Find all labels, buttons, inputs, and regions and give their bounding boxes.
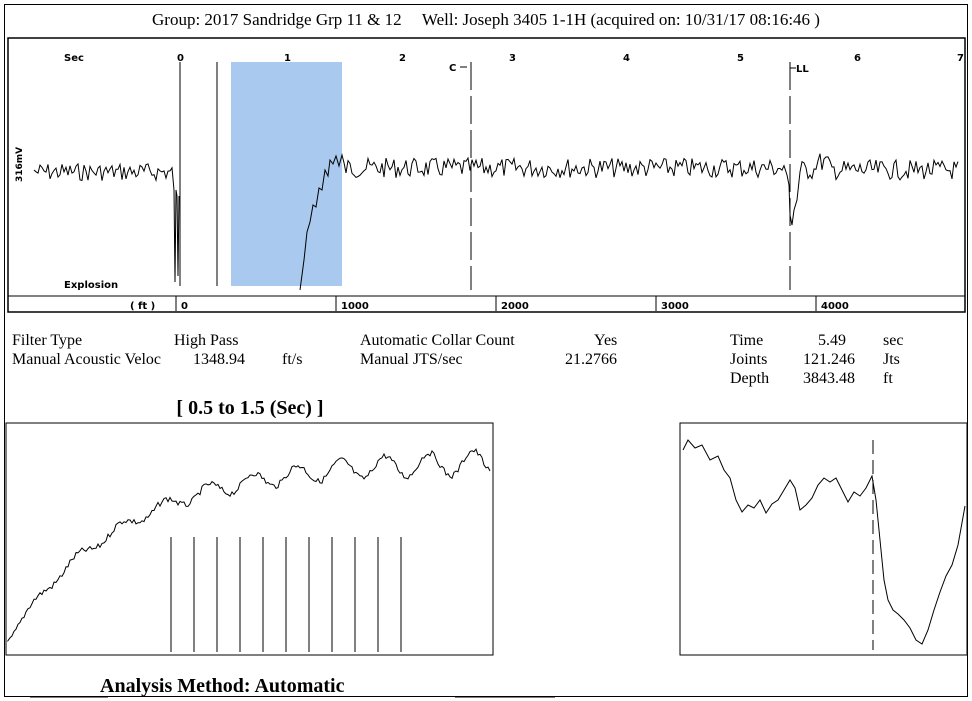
zoom-collar-markers [170,537,402,652]
auto-collar-value: Yes [594,332,618,349]
joints-value: 121.246 [803,351,855,368]
time-value: 5.49 [818,332,846,349]
zoom-range-title: [ 0.5 to 1.5 (Sec) ] [176,397,324,419]
sec-tick-label: 2 [399,53,406,64]
sec-tick-label: 3 [509,53,516,64]
well-label: Well: Joseph 3405 1-1H (acquired on: 10/… [421,10,820,29]
sec-tick-label: 4 [623,53,630,64]
sec-axis-ticks: 0 1 2 3 4 5 6 7 [177,53,964,64]
manual-velocity-label: Manual Acoustic Veloc [12,351,162,368]
depth-label: Depth [730,370,770,387]
ft-tick-label: 1000 [341,301,369,312]
selected-window-highlight [231,62,342,286]
auto-collar-label: Automatic Collar Count [360,332,515,349]
liquid-level-chart-border [679,422,968,656]
depth-value: 3843.48 [803,370,855,387]
report-header: Group: 2017 Sandridge Grp 11 & 12 Well: … [0,10,972,30]
filter-type-value: High Pass [174,332,239,349]
sec-tick-label: 0 [177,53,184,64]
joints-unit: Jts [883,351,900,368]
analysis-method-footer: Analysis Method: Automatic [100,675,345,697]
sec-tick-label: 5 [737,53,744,64]
collar-marker-label: C [449,63,456,74]
sec-tick-label: 7 [957,53,964,64]
ft-tick-label: 3000 [661,301,689,312]
ft-axis-ticks: 0 1000 2000 3000 4000 [175,296,849,312]
zoom-trace-line [7,448,491,643]
amplitude-label: 316mV [15,147,25,182]
liquid-level-marker-label: LL [796,64,809,75]
filter-type-label: Filter Type [12,332,83,349]
acoustic-trace-line [33,153,959,291]
manual-velocity-value: 1348.94 [193,351,245,368]
ft-tick-label: 2000 [501,301,529,312]
liquid-level-trace-line [682,439,966,645]
zoom-chart-border [5,422,494,656]
manual-velocity-unit: ft/s [282,351,303,368]
main-chart-border [7,37,966,313]
sec-tick-label: 1 [284,53,291,64]
ft-tick-label: 0 [181,301,188,312]
manual-jts-label: Manual JTS/sec [360,351,463,368]
explosion-label: Explosion [64,280,118,291]
sec-tick-label: 6 [854,53,861,64]
time-label: Time [730,332,764,349]
sec-axis-label: Sec [64,53,84,64]
manual-jts-value: 21.2766 [565,351,617,368]
depth-unit: ft [883,370,893,387]
time-unit: sec [883,332,904,349]
group-label: Group: 2017 Sandridge Grp 11 & 12 [152,10,402,29]
ft-tick-label: 4000 [821,301,849,312]
joints-label: Joints [730,351,768,368]
ft-axis-label: ( ft ) [130,301,155,312]
